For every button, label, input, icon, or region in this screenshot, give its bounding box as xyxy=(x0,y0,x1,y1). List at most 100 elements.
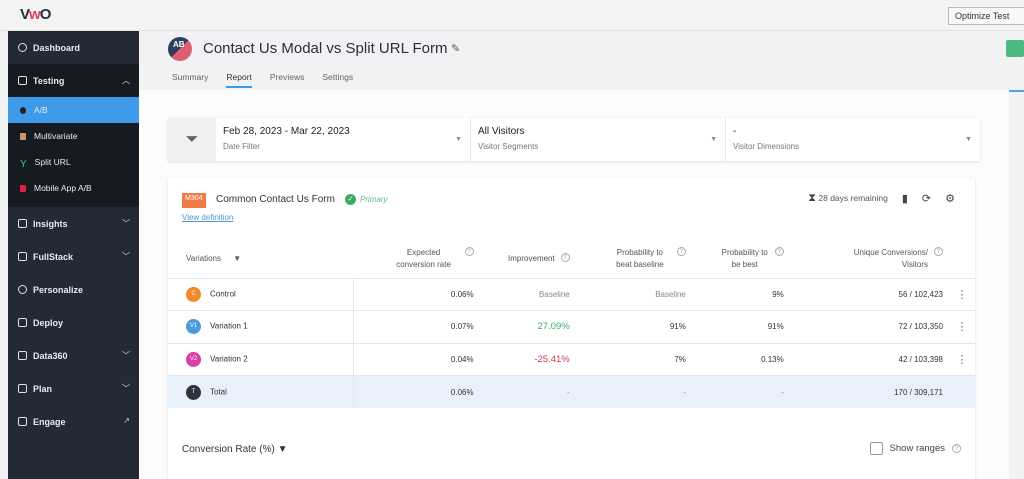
engage-icon xyxy=(18,417,27,426)
variation-cell: V1 Variation 1 xyxy=(168,310,354,343)
refresh-icon[interactable]: ⟳ xyxy=(921,193,932,205)
grid-icon xyxy=(20,132,26,140)
filter-label: Visitor Segments xyxy=(478,142,539,151)
tabs: Summary Report Previews Settings xyxy=(172,72,353,88)
sidebar-item-plan[interactable]: Plan ﹀ xyxy=(8,372,139,405)
conversions-cell: 170 / 309,171 xyxy=(789,375,949,408)
variation-cell: T Total xyxy=(168,375,354,408)
show-ranges: Show ranges? xyxy=(869,442,961,455)
tab-previews[interactable]: Previews xyxy=(269,72,305,82)
gear-icon[interactable]: ⚙ xyxy=(945,193,955,205)
sidebar-item-deploy[interactable]: Deploy xyxy=(8,306,139,339)
variation-name: Variation 2 xyxy=(210,354,248,364)
remaining: ⧗ 28 days remaining xyxy=(808,192,888,205)
improvement-cell: - xyxy=(479,375,576,408)
filter-icon[interactable]: ▼ xyxy=(233,253,242,263)
more-icon[interactable]: ⋮ xyxy=(949,310,975,343)
optimize-test-button[interactable]: Optimize Test xyxy=(948,7,1024,25)
variation-cell: C Control xyxy=(168,277,354,311)
goal-name: Common Contact Us Form xyxy=(216,194,335,205)
pencil-icon[interactable]: ✎ xyxy=(451,43,461,55)
sidebar-item-multivariate[interactable]: Multivariate xyxy=(8,123,139,149)
table-row[interactable]: T Total 0.06% - - - 170 / 309,171 xyxy=(168,375,975,408)
dashboard-icon xyxy=(18,43,27,52)
view-definition-link[interactable]: View definition xyxy=(182,213,234,222)
col-conversions: Unique Conversions/ Visitors? xyxy=(790,240,949,278)
col-actions xyxy=(949,240,975,278)
sidebar-label: Plan xyxy=(33,383,53,394)
best-cell: 9% xyxy=(691,277,790,311)
show-ranges-checkbox[interactable] xyxy=(869,442,883,455)
date-filter[interactable]: Feb 28, 2023 - Mar 22, 2023 Date Filter ▼ xyxy=(216,118,471,161)
beat-baseline-cell: - xyxy=(575,375,692,408)
help-icon[interactable]: ? xyxy=(952,444,961,453)
variation-name: Variation 1 xyxy=(210,321,248,331)
sidebar-item-data360[interactable]: Data360 ﹀ xyxy=(8,339,139,372)
sidebar-label: A/B xyxy=(34,105,48,115)
metric-dropdown[interactable]: Conversion Rate (%) ▼ xyxy=(182,444,288,455)
sidebar-item-split-url[interactable]: Y Split URL xyxy=(8,149,139,175)
more-icon[interactable]: ⋮ xyxy=(949,277,975,311)
deploy-icon xyxy=(18,318,27,327)
bookmark-icon[interactable]: ▮ xyxy=(901,193,908,205)
beat-baseline-cell: 91% xyxy=(575,310,692,343)
filter-value: - xyxy=(733,126,737,137)
caret-down-icon: ▼ xyxy=(965,136,972,143)
segment-filter[interactable]: All Visitors Visitor Segments ▼ xyxy=(471,118,726,161)
top-bar: VwO Optimize Test xyxy=(0,0,1024,31)
sidebar-item-engage[interactable]: Engage ↗ xyxy=(8,405,139,438)
insights-icon xyxy=(18,219,27,228)
header-text: Probability to be best xyxy=(721,247,768,269)
sidebar-item-dashboard[interactable]: Dashboard xyxy=(8,31,139,64)
table-row[interactable]: C Control 0.06% Baseline Baseline 9% 56 /… xyxy=(168,277,975,311)
variation-name: Total xyxy=(210,387,227,397)
sidebar-label: FullStack xyxy=(33,251,74,262)
col-improvement: Improvement? xyxy=(480,240,576,278)
header-text: Improvement xyxy=(508,253,555,263)
help-icon[interactable]: ? xyxy=(560,252,570,262)
ab-icon xyxy=(20,106,26,114)
sidebar-label: Insights xyxy=(33,218,68,229)
rate-cell: 0.06% xyxy=(353,277,480,311)
vwo-logo[interactable]: VwO xyxy=(20,6,51,23)
col-best: Probability to be best? xyxy=(692,240,790,278)
header-text: Variations xyxy=(186,253,221,263)
right-panel xyxy=(1009,90,1024,479)
sidebar-label: Data360 xyxy=(33,350,68,361)
sidebar-label: Engage xyxy=(33,416,66,427)
tab-settings[interactable]: Settings xyxy=(322,72,354,82)
help-icon[interactable]: ? xyxy=(676,246,686,256)
sidebar-item-fullstack[interactable]: FullStack ﹀ xyxy=(8,240,139,273)
table-row[interactable]: V1 Variation 1 0.07% 27.09% 91% 91% 72 / … xyxy=(168,310,975,343)
help-icon[interactable]: ? xyxy=(774,246,784,256)
tab-summary[interactable]: Summary xyxy=(172,72,209,82)
header-text: Probability to beat baseline xyxy=(616,247,664,269)
conversions-cell: 56 / 102,423 xyxy=(789,277,949,311)
conversions-cell: 42 / 103,398 xyxy=(789,342,949,376)
improvement-cell: -25.41% xyxy=(479,342,576,376)
table-row[interactable]: V2 Variation 2 0.04% -25.41% 7% 0.13% 42 … xyxy=(168,342,975,376)
header-text: Unique Conversions/ Visitors xyxy=(853,247,928,269)
database-icon xyxy=(18,351,27,360)
col-rate: Expected conversion rate? xyxy=(353,240,480,278)
sidebar-item-testing[interactable]: Testing ︿ xyxy=(8,64,139,97)
tab-report[interactable]: Report xyxy=(226,72,252,88)
improvement-cell: Baseline xyxy=(479,277,576,311)
sidebar-item-insights[interactable]: Insights ﹀ xyxy=(8,207,139,240)
page-header: AB Contact Us Modal vs Split URL Form ✎ … xyxy=(139,31,1009,91)
rate-cell: 0.04% xyxy=(353,342,480,376)
more-icon[interactable]: ⋮ xyxy=(949,342,975,376)
sidebar-item-ab[interactable]: A/B xyxy=(8,97,139,123)
help-icon[interactable]: ? xyxy=(464,246,474,256)
status-button[interactable] xyxy=(1006,40,1024,57)
filter-value: All Visitors xyxy=(478,126,525,137)
variation-avatar: V1 xyxy=(186,319,201,335)
dimension-filter[interactable]: - Visitor Dimensions ▼ xyxy=(726,118,980,161)
sidebar-item-mobile-app[interactable]: Mobile App A/B xyxy=(8,175,139,207)
caret-down-icon: ▼ xyxy=(455,136,462,143)
sidebar-item-personalize[interactable]: Personalize xyxy=(8,273,139,306)
hourglass-icon: ⧗ xyxy=(808,192,816,204)
sidebar-label: Dashboard xyxy=(33,42,81,53)
filter-icon[interactable]: ⏷ xyxy=(168,118,216,161)
help-icon[interactable]: ? xyxy=(934,246,943,256)
